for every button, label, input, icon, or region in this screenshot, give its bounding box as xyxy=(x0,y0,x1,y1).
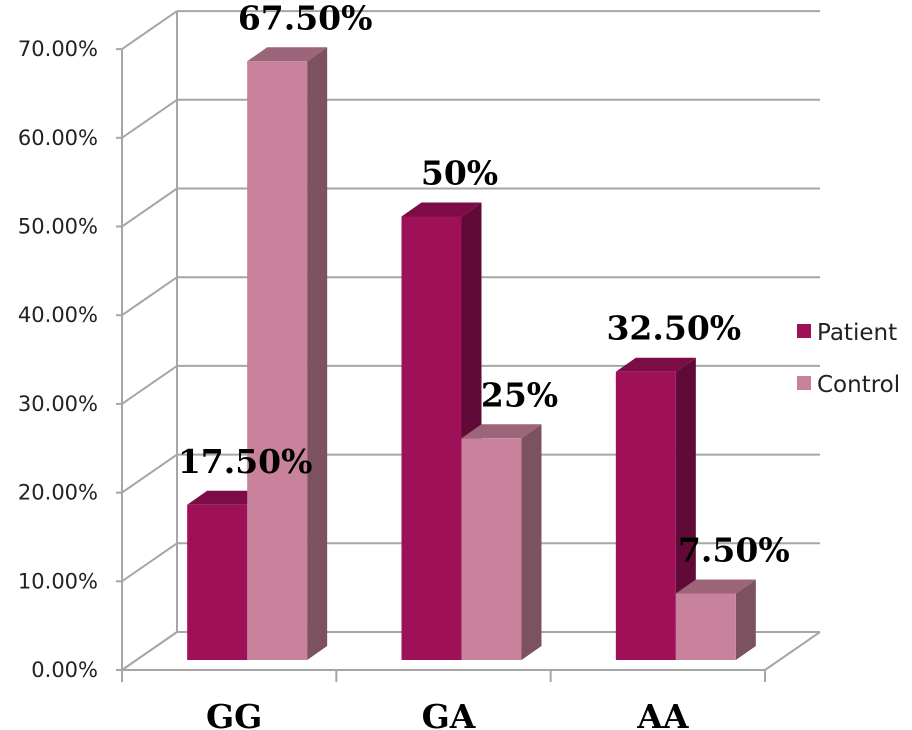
bar-control-aa-top xyxy=(675,579,756,594)
bar-control-gg-top xyxy=(247,47,328,62)
data-label-patient-aa: 32.50% xyxy=(606,309,741,348)
legend: Patient Control xyxy=(797,320,900,398)
data-label-control-ga: 25% xyxy=(481,375,558,414)
x-axis-ticks: GG GA AA xyxy=(121,670,766,730)
data-label-control-aa: 7.50% xyxy=(678,530,790,569)
y-tick-label: 40.00% xyxy=(18,303,98,327)
bar-patient-ga-top xyxy=(401,202,482,217)
gridline-diagonal xyxy=(121,542,178,583)
y-tick-label: 70.00% xyxy=(18,37,98,61)
legend-label-control: Control xyxy=(817,372,900,398)
bar-control-ga-top xyxy=(461,424,542,439)
bar-patient-aa-top xyxy=(615,357,696,372)
y-axis-ticks: 0.00% 10.00% 20.00% 30.00% 40.00% 50.00% 60.00… xyxy=(18,37,98,682)
x-tick-label-aa: AA xyxy=(636,697,689,730)
gridline-diagonal xyxy=(121,631,178,671)
legend-swatch-patient xyxy=(797,324,811,338)
y-tick-label: 30.00% xyxy=(18,392,98,416)
data-label-control-gg: 67.50% xyxy=(238,0,373,37)
chart-walls xyxy=(121,11,821,671)
y-tick-label: 60.00% xyxy=(18,126,98,150)
gridline-diagonal xyxy=(121,187,178,228)
bar-control-gg xyxy=(247,61,308,660)
gridline-diagonal xyxy=(121,453,178,494)
bars xyxy=(187,47,756,660)
legend-label-patient: Patient xyxy=(817,320,897,346)
gridline-diagonal xyxy=(121,365,178,405)
data-labels: 17.50% 67.50% 50% 25% 32.50% 7.50% xyxy=(178,0,790,569)
bar-control-ga-side xyxy=(521,424,542,660)
bar-patient-aa xyxy=(615,371,676,660)
x-tick-label-gg: GG xyxy=(206,697,262,730)
y-tick-label: 20.00% xyxy=(18,481,98,505)
gridline-diagonal xyxy=(121,10,178,50)
bar-patient-ga xyxy=(401,216,462,660)
data-label-patient-ga: 50% xyxy=(421,154,498,193)
floor-right-edge xyxy=(764,631,821,671)
gridline-diagonal xyxy=(121,98,178,139)
bar-control-aa-side xyxy=(735,579,756,660)
bar-patient-gg-top xyxy=(187,490,268,505)
bar-control-ga xyxy=(461,438,522,660)
data-label-patient-gg: 17.50% xyxy=(178,442,313,481)
bar-control-gg-side xyxy=(307,47,328,660)
y-tick-label: 10.00% xyxy=(18,569,98,593)
y-tick-label: 0.00% xyxy=(31,658,98,682)
x-tick-label-ga: GA xyxy=(422,697,476,730)
bar-patient-gg xyxy=(187,504,248,660)
bar-control-aa xyxy=(675,593,736,660)
gridline-diagonal xyxy=(121,276,178,317)
legend-swatch-control xyxy=(797,376,811,390)
y-tick-label: 50.00% xyxy=(18,215,98,239)
